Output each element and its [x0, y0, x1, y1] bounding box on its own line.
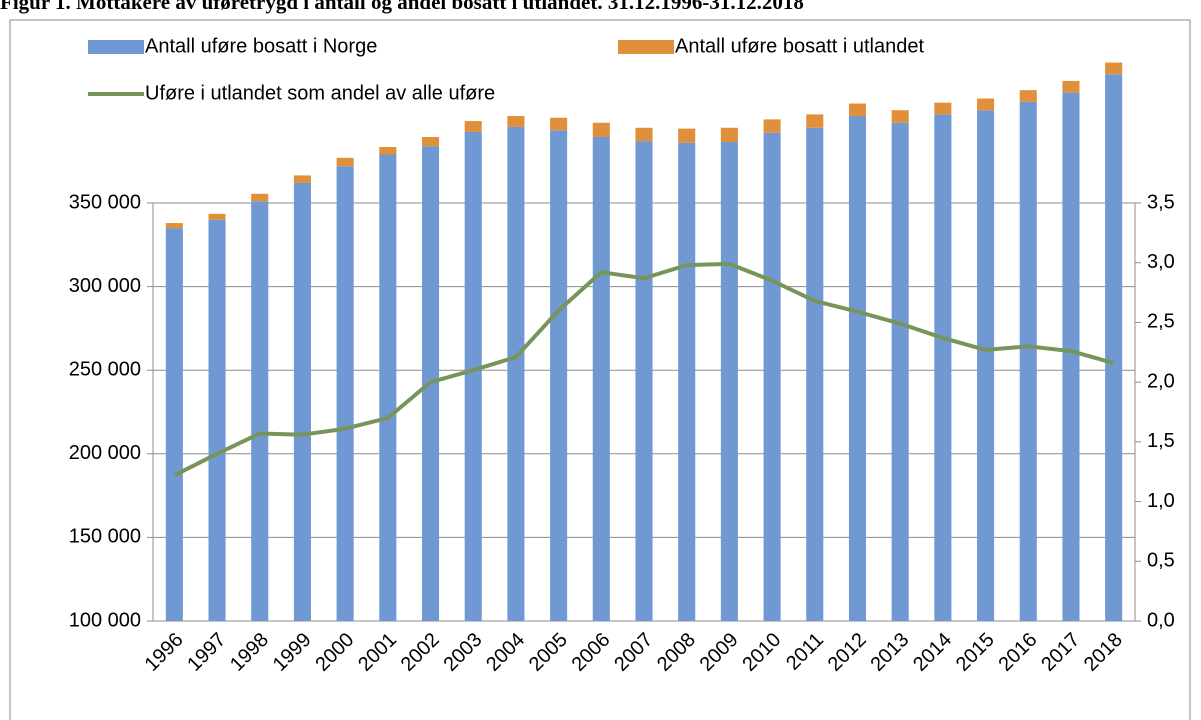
- y2-tick-label: 2,5: [1147, 311, 1175, 333]
- x-tick-label: 2002: [397, 629, 444, 676]
- y-tick-label: 300 000: [69, 275, 141, 297]
- x-tick-label: 2007: [610, 629, 657, 676]
- x-tick-label: 2006: [568, 629, 615, 676]
- bar: [592, 136, 610, 621]
- bar: [891, 110, 909, 123]
- x-tick-label: 2009: [696, 629, 743, 676]
- bar: [379, 146, 397, 155]
- bar: [550, 130, 568, 621]
- bar: [379, 154, 397, 621]
- bar: [421, 136, 440, 147]
- bar: [208, 219, 226, 621]
- bar: [977, 110, 995, 621]
- x-tick-label: 2017: [1037, 629, 1084, 676]
- bar: [934, 114, 952, 621]
- legend-swatch: [618, 40, 674, 54]
- bar: [763, 132, 781, 621]
- bar: [550, 117, 568, 131]
- bar: [464, 131, 482, 621]
- x-tick-label: 2011: [782, 629, 828, 675]
- bar: [592, 122, 610, 137]
- x-tick-label: 1999: [269, 629, 316, 676]
- legend-swatch: [88, 40, 144, 54]
- bar: [934, 102, 952, 115]
- x-tick-label: 2013: [866, 629, 913, 676]
- x-tick-label: 2003: [439, 629, 486, 676]
- bar: [763, 119, 781, 133]
- bar: [336, 166, 354, 621]
- line: [173, 261, 1115, 478]
- x-tick-label: 2004: [482, 629, 529, 676]
- y2-tick-label: 3,0: [1147, 251, 1175, 273]
- bar: [1105, 62, 1123, 75]
- bar: [1019, 101, 1037, 622]
- y-tick-label: 100 000: [69, 609, 141, 631]
- x-tick-label: 2016: [995, 629, 1042, 676]
- legend-label: Antall uføre bosatt i utlandet: [675, 35, 924, 57]
- legend-label: Antall uføre bosatt i Norge: [145, 35, 377, 57]
- x-tick-label: 2010: [738, 629, 785, 676]
- y-tick-label: 200 000: [69, 442, 141, 464]
- bar: [293, 182, 311, 621]
- bar: [848, 103, 867, 117]
- bar: [251, 193, 269, 202]
- x-tick-label: 2008: [653, 629, 700, 676]
- bar: [678, 142, 696, 622]
- bar: [720, 141, 738, 622]
- y2-tick-label: 3,5: [1147, 191, 1175, 213]
- y-tick-label: 350 000: [69, 191, 141, 213]
- bar: [977, 98, 995, 111]
- bar: [848, 116, 867, 621]
- bar: [251, 201, 269, 621]
- y-tick-label: 150 000: [69, 526, 141, 548]
- bar: [165, 228, 183, 621]
- y2-tick-label: 1,0: [1147, 490, 1175, 512]
- bar: [678, 128, 696, 143]
- bar: [635, 127, 653, 142]
- y2-tick-label: 1,5: [1147, 430, 1175, 452]
- y2-tick-label: 2,0: [1147, 370, 1175, 392]
- x-tick-label: 2018: [1080, 629, 1127, 676]
- bar: [507, 116, 525, 127]
- bar: [208, 213, 226, 220]
- x-tick-label: 2015: [952, 629, 999, 676]
- x-tick-label: 2001: [354, 629, 401, 676]
- bar: [1105, 74, 1123, 622]
- y2-tick-label: 0,5: [1147, 550, 1175, 572]
- bar: [806, 114, 824, 128]
- x-tick-label: 1997: [183, 629, 230, 676]
- x-tick-label: 1998: [226, 629, 273, 676]
- x-tick-label: 2012: [824, 629, 871, 676]
- bar: [891, 122, 909, 621]
- bar: [165, 223, 183, 229]
- x-tick-label: 2005: [525, 629, 572, 676]
- chart-title: Figur 1. Mottakere av uføretrygd i antal…: [0, 0, 804, 14]
- bar: [464, 121, 482, 132]
- x-tick-label: 1996: [141, 629, 188, 676]
- x-tick-label: 2000: [311, 629, 358, 676]
- bar: [635, 141, 653, 622]
- y-tick-label: 250 000: [69, 358, 141, 380]
- chart-frame: [9, 19, 1191, 720]
- bar: [1019, 90, 1037, 102]
- bar: [1062, 80, 1080, 93]
- bar: [1062, 92, 1080, 621]
- bar: [336, 157, 354, 167]
- bar: [806, 127, 824, 621]
- y2-tick-label: 0,0: [1147, 609, 1175, 631]
- bar: [293, 175, 311, 183]
- legend-label: Uføre i utlandet som andel av alle uføre: [145, 82, 495, 104]
- bar: [720, 127, 738, 142]
- bar: [507, 126, 525, 621]
- x-tick-label: 2014: [909, 629, 956, 676]
